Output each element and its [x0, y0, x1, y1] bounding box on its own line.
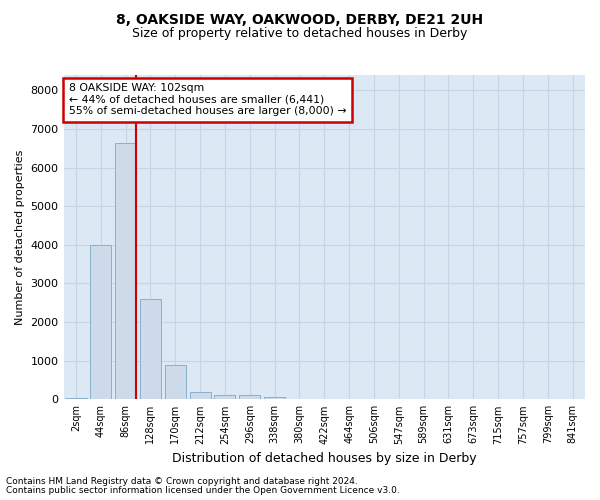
Bar — [165, 364, 186, 400]
Bar — [90, 245, 112, 400]
Bar — [190, 392, 211, 400]
Text: Contains public sector information licensed under the Open Government Licence v3: Contains public sector information licen… — [6, 486, 400, 495]
Bar — [214, 394, 235, 400]
Bar — [264, 398, 285, 400]
X-axis label: Distribution of detached houses by size in Derby: Distribution of detached houses by size … — [172, 452, 476, 465]
Text: 8, OAKSIDE WAY, OAKWOOD, DERBY, DE21 2UH: 8, OAKSIDE WAY, OAKWOOD, DERBY, DE21 2UH — [116, 12, 484, 26]
Text: Contains HM Land Registry data © Crown copyright and database right 2024.: Contains HM Land Registry data © Crown c… — [6, 477, 358, 486]
Bar — [140, 299, 161, 400]
Y-axis label: Number of detached properties: Number of detached properties — [15, 150, 25, 325]
Bar — [115, 142, 136, 400]
Bar — [65, 398, 86, 400]
Bar — [239, 396, 260, 400]
Text: Size of property relative to detached houses in Derby: Size of property relative to detached ho… — [133, 28, 467, 40]
Text: 8 OAKSIDE WAY: 102sqm
← 44% of detached houses are smaller (6,441)
55% of semi-d: 8 OAKSIDE WAY: 102sqm ← 44% of detached … — [69, 83, 346, 116]
